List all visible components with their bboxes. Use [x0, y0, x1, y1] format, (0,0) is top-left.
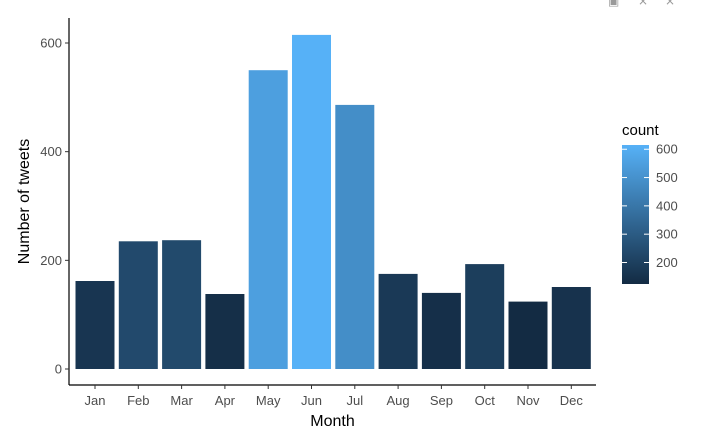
x-tick-label: Oct [475, 393, 496, 408]
legend: count 200 300 400 500 600 [622, 122, 678, 284]
x-tick-label: Jul [346, 393, 363, 408]
x-ticks: Jan Feb Mar Apr May Jun Jul Aug Sep Oct Nov Dec [85, 385, 584, 408]
legend-tick-label: 300 [656, 227, 678, 242]
x-tick-label: Feb [127, 393, 149, 408]
bar-jun [292, 34, 331, 370]
x-tick-label: Sep [430, 393, 453, 408]
legend-tick-label: 500 [656, 170, 678, 185]
bar-nov [508, 301, 548, 369]
x-tick-label: Jun [301, 393, 322, 408]
x-tick-label: Nov [516, 393, 540, 408]
y-tick-label: 0 [55, 362, 62, 377]
y-tick-label: 400 [40, 144, 62, 159]
y-tick-label: 200 [40, 253, 62, 268]
bar-apr [205, 294, 245, 369]
x-axis-title: Month [310, 413, 354, 430]
y-axis-title: Number of tweets [16, 139, 33, 264]
bar-aug [378, 273, 418, 369]
x-tick-label: Dec [560, 393, 584, 408]
x-tick-label: Aug [387, 393, 410, 408]
legend-tick-label: 400 [656, 198, 678, 213]
legend-ticks: 200 300 400 500 600 [622, 142, 678, 270]
y-tick-label: 600 [40, 36, 62, 51]
x-tick-label: Mar [170, 393, 193, 408]
y-ticks: 0 200 400 600 [40, 36, 69, 377]
bar-feb [118, 241, 158, 369]
bar-oct [465, 264, 505, 369]
bar-may [248, 70, 288, 369]
legend-tick-label: 200 [656, 255, 678, 270]
window-close-icon[interactable]: × [638, 0, 649, 8]
legend-title: count [622, 122, 660, 139]
bar-jan [75, 281, 115, 369]
x-tick-label: Jan [85, 393, 106, 408]
x-tick-label: May [256, 393, 281, 408]
bar-jul [335, 104, 375, 370]
x-tick-label: Apr [215, 393, 236, 408]
axes-layer [68, 18, 596, 386]
bar-sep [421, 292, 461, 369]
legend-colorbar [622, 145, 649, 284]
bars-layer [75, 34, 591, 370]
window-close-icon-2[interactable]: × [665, 0, 676, 8]
legend-tick-label: 600 [656, 142, 678, 157]
bar-dec [551, 287, 591, 369]
window-restore-icon[interactable]: ▣ [608, 0, 620, 8]
bar-mar [162, 240, 202, 369]
